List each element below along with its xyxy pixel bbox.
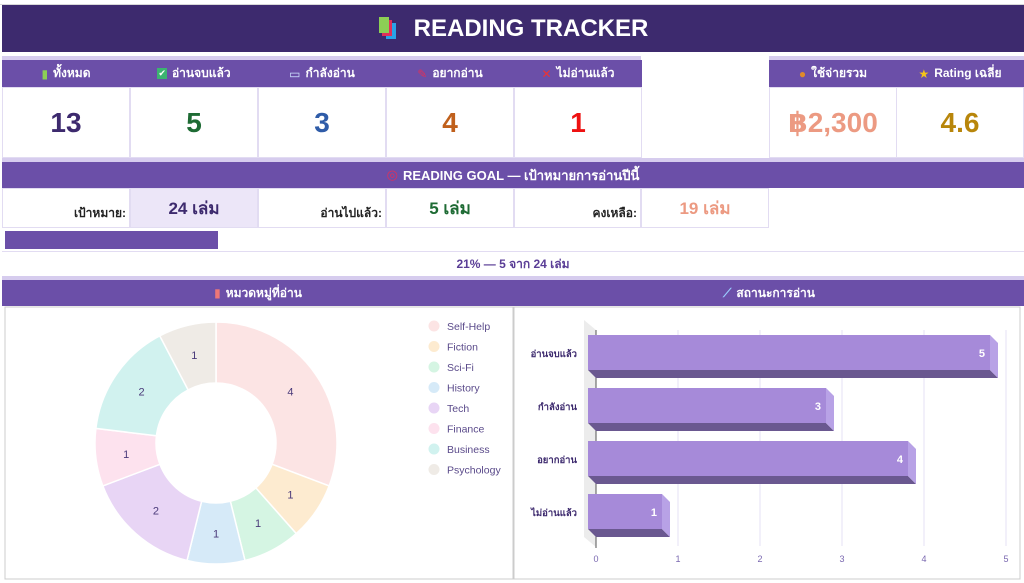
pin-icon: ✎: [417, 66, 428, 81]
donut-slice-label: 1: [123, 449, 129, 461]
bar-1[interactable]: [588, 388, 826, 423]
stat-header-4: ✕ ไม่อ่านแล้ว: [514, 60, 642, 87]
line-chart-icon: ⟋: [723, 285, 732, 300]
bar-shadow: [588, 476, 916, 484]
x-tick-label: 2: [757, 554, 762, 564]
bar-shadow: [588, 529, 670, 537]
legend-swatch: [428, 341, 440, 352]
bar-shadow: [588, 370, 998, 378]
legend-swatch: [428, 443, 440, 455]
books-icon: [378, 16, 396, 39]
legend-item-fiction[interactable]: Fiction: [447, 342, 478, 354]
progress-text: 21% — 5 จาก 24 เล่ม: [456, 257, 570, 271]
bar-axis-wall: [584, 320, 596, 547]
stat-value-0: 13: [2, 87, 130, 158]
bar-value-label: 4: [897, 454, 904, 466]
spend-header: ● ใช้จ่ายรวม: [769, 60, 897, 87]
legend-swatch: [428, 320, 440, 332]
legend-item-psychology[interactable]: Psychology: [447, 465, 501, 477]
x-tick-label: 0: [593, 554, 598, 564]
bar-value-label: 3: [815, 401, 821, 413]
donut-slice-label: 2: [153, 506, 159, 518]
stat-value-3: 4: [386, 87, 514, 158]
legend-swatch: [428, 464, 440, 475]
donut-slice-label: 1: [287, 489, 293, 501]
sheet-gridlines: [0, 0, 1024, 5]
stat-header-1: ✔ อ่านจบแล้ว: [130, 60, 258, 87]
title-banner: READING TRACKER: [2, 5, 1024, 52]
goal-target-value[interactable]: 24 เล่ม: [130, 188, 258, 228]
category-section-header: ▮ หมวดหมู่ที่อ่าน: [2, 280, 514, 306]
bar-side: [826, 388, 834, 431]
charts-area: 4 1 1 1 2 1 2 1 Self-Help Fiction Sci-Fi History Tec…: [4, 306, 1021, 580]
target-icon: ◎: [386, 167, 398, 182]
legend-item-business[interactable]: Business: [447, 444, 490, 456]
stat-value-4: 1: [514, 87, 642, 158]
donut-slice-self-help[interactable]: [215, 321, 338, 487]
bar-side: [908, 441, 916, 484]
bar-value-label: 5: [979, 348, 985, 360]
goal-remaining-value: 19 เล่ม: [641, 188, 769, 228]
progress-track: [2, 228, 1024, 252]
legend-swatch: [428, 423, 440, 434]
donut-slice-label: 1: [191, 350, 197, 362]
stat-header-2: ▭ กำลังอ่าน: [258, 60, 386, 87]
stat-header-3: ✎ อยากอ่าน: [386, 60, 514, 87]
x-tick-label: 5: [1003, 554, 1008, 564]
legend-item-tech[interactable]: Tech: [447, 403, 469, 415]
rating-header: ★ Rating เฉลี่ย: [896, 60, 1024, 87]
legend-item-history[interactable]: History: [447, 383, 480, 395]
money-bag-icon: ●: [798, 66, 807, 81]
bar-chart-icon: ▮: [214, 286, 221, 300]
stat-header-0: ▮ ทั้งหมด: [2, 60, 130, 87]
y-category-label: ไม่อ่านแล้ว: [530, 507, 577, 519]
bar-3[interactable]: [588, 494, 662, 529]
goal-target-label: เป้าหมาย:: [2, 188, 130, 228]
legend-item-sci-fi[interactable]: Sci-Fi: [447, 362, 474, 374]
x-tick-label: 3: [839, 554, 844, 564]
page-title: READING TRACKER: [413, 14, 649, 42]
status-section-header: ⟋ สถานะการอ่าน: [514, 280, 1024, 306]
progress-bar-fill: [5, 231, 219, 249]
goal-read-label: อ่านไปแล้ว:: [258, 188, 386, 228]
y-category-label: อยากอ่าน: [537, 455, 577, 466]
bar-0[interactable]: [588, 335, 990, 370]
x-tick-label: 1: [675, 554, 680, 564]
legend-swatch: [428, 382, 440, 393]
stat-value-1: 5: [130, 87, 258, 158]
donut-slice-label: 2: [138, 387, 144, 399]
cross-icon: ✕: [541, 66, 552, 81]
legend-swatch: [428, 402, 440, 414]
star-icon: ★: [918, 66, 930, 81]
bar-shadow: [588, 423, 834, 431]
check-icon: ✔: [157, 68, 167, 79]
bar-2[interactable]: [588, 441, 908, 476]
y-category-label: กำลังอ่าน: [538, 402, 578, 413]
goal-header: ◎ READING GOAL — เป้าหมายการอ่านปีนี้: [2, 162, 1024, 188]
donut-slice-label: 4: [287, 387, 293, 399]
x-tick-label: 4: [921, 554, 926, 564]
spend-value: ฿2,300: [769, 87, 897, 158]
goal-read-value: 5 เล่ม: [386, 188, 514, 228]
goal-remaining-label: คงเหลือ:: [514, 188, 641, 228]
books-icon: ▮: [41, 66, 49, 81]
stat-value-2: 3: [258, 87, 386, 158]
legend-item-self-help[interactable]: Self-Help: [447, 321, 490, 333]
donut-slice-psychology[interactable]: [158, 321, 217, 391]
y-category-label: อ่านจบแล้ว: [531, 348, 577, 360]
bar-value-label: 1: [651, 507, 657, 519]
donut-slice-label: 1: [213, 529, 219, 541]
bar-side: [662, 494, 670, 537]
rating-value: 4.6: [896, 87, 1024, 158]
bar-side: [990, 335, 998, 378]
legend-item-finance[interactable]: Finance: [447, 424, 485, 436]
donut-slice-label: 1: [255, 518, 261, 530]
legend-swatch: [428, 361, 440, 373]
open-book-icon: ▭: [289, 66, 301, 81]
